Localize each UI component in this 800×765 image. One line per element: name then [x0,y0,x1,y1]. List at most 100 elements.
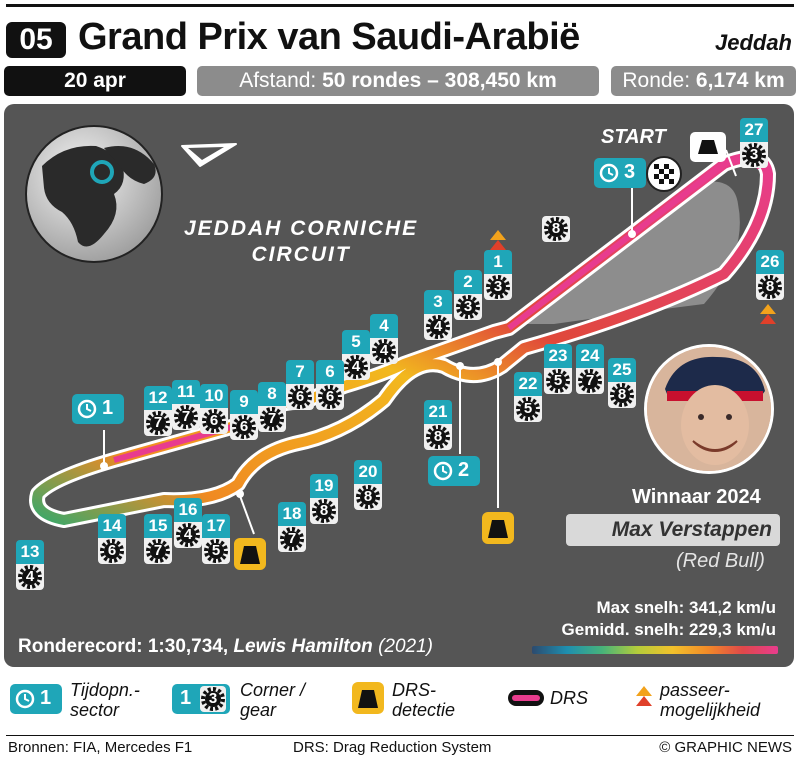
corner-badge: 16 4 [174,498,202,548]
gear-icon: 5 [202,538,230,564]
gear-number: 5 [523,400,533,417]
gear-icon: 8 [756,274,784,300]
gear-number: 7 [287,530,297,547]
winner-team: (Red Bull) [676,550,765,572]
gear-number: 4 [183,526,193,543]
gear-icon: 7 [576,368,604,394]
corner-number: 15 [144,514,172,538]
page-title: Grand Prix van Saudi-Arabië [78,16,580,58]
corner-number: 19 [310,474,338,498]
corner-badge: 10 6 [200,384,228,434]
gear-number: 3 [463,298,473,315]
corner-number: 20 [354,460,382,484]
overtake-arrow-icon [490,230,506,250]
distance-value: 50 rondes – 308,450 km [322,69,557,92]
lap-record: Ronderecord: 1:30,734, Lewis Hamilton (2… [18,636,433,657]
corner-number: 21 [424,400,452,424]
gear-icon: 5 [544,368,572,394]
corner-badge: 26 8 [756,250,784,300]
corner-badge: 14 6 [98,514,126,564]
corner-number: 10 [200,384,228,408]
gear-number: 6 [107,542,117,559]
corner-badge: 11 7 [172,380,200,430]
corner-number: 24 [576,344,604,368]
race-date: 20 apr [4,66,186,96]
corner-number: 18 [278,502,306,526]
round-number-badge: 05 [6,22,66,58]
corner-number: 8 [258,382,286,406]
gear-icon: 5 [514,396,542,422]
chequered-flag-icon [646,156,682,192]
distance-label: Afstand: [239,69,317,92]
north-arrow-icon [181,143,237,167]
gear-icon: 7 [258,406,286,432]
gear-icon: 6 [98,538,126,564]
lap-value: 6,174 km [695,69,785,92]
corner-number: 23 [544,344,572,368]
corner-badge: 17 5 [202,514,230,564]
footer-rule [6,735,794,736]
gear-icon: 4 [16,564,44,590]
top-rule [6,4,794,7]
speed-scale-bar [532,646,778,654]
gear-number: 6 [209,412,219,429]
gear-number: 7 [181,408,191,425]
corner-number: 27 [740,118,768,142]
gear-icon: 8 [424,424,452,450]
lap-label: Ronde: [622,69,691,92]
corner-badge: 25 8 [608,358,636,408]
gear-number: 7 [267,410,277,427]
circuit-name: JEDDAH CORNICHE CIRCUIT [184,217,419,266]
gear-number: 4 [379,342,389,359]
corner-number: 25 [608,358,636,382]
gear-number: 8 [551,220,561,237]
corner-badge: 27 3 [740,118,768,168]
gear-icon: 3 [454,294,482,320]
max-speed: Max snelh: 341,2 km/u [596,598,776,617]
winner-name: Max Verstappen [566,514,780,546]
corner-number: 17 [202,514,230,538]
gear-number: 3 [749,146,759,163]
winner-title: Winnaar 2024 [632,486,761,508]
corner-badge: 19 8 [310,474,338,524]
gear-icon: 8 [354,484,382,510]
gear-icon: 7 [144,538,172,564]
corner-number: 4 [370,314,398,338]
gear-icon: 7 [172,404,200,430]
legend-drs-text: DRS [550,688,589,708]
corner-badge: 12 7 [144,386,172,436]
gear-number: 8 [319,502,329,519]
corner-number: 22 [514,372,542,396]
corner-number: 14 [98,514,126,538]
corner-number: 26 [756,250,784,274]
corner-number: 7 [286,360,314,384]
avg-speed: Gemidd. snelh: 229,3 km/u [561,620,776,639]
footer-drs-note: DRS: Drag Reduction System [293,739,492,756]
gear-icon: 7 [144,410,172,436]
winner-photo [644,344,774,474]
gear-number: 7 [153,542,163,559]
lap-length: Ronde: 6,174 km [611,66,796,96]
gear-number: 7 [585,372,595,389]
gear-icon: 6 [286,384,314,410]
gear-icon: 8 [310,498,338,524]
corner-number: 2 [454,270,482,294]
legend-overtake-icon [634,684,654,713]
footer-copyright: © GRAPHIC NEWS [659,739,792,756]
pit-lane-icon [690,132,737,177]
footer-sources: Bronnen: FIA, Mercedes F1 [8,739,193,756]
gear-number: 5 [553,372,563,389]
circuit-svg [25,125,776,535]
gear-number: 4 [433,318,443,335]
legend-drs-detection-text: DRS- detectie [392,680,456,720]
gear-icon: 6 [230,414,258,440]
gear-icon: 4 [174,522,202,548]
gear-icon: 3 [484,274,512,300]
